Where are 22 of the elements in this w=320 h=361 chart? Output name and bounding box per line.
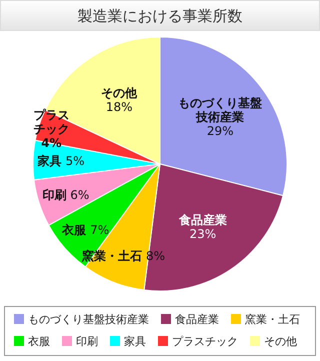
data-label: 29% (206, 124, 235, 138)
slice-label: 食品産業 (178, 213, 228, 228)
data-label: 5% (65, 154, 85, 168)
slice-label: 印刷 (42, 188, 66, 202)
data-label: 7% (90, 222, 110, 236)
legend-label: その他 (264, 335, 297, 348)
data-label: 23% (188, 227, 218, 242)
slice-label: その他 (100, 86, 138, 100)
legend-label: プラスチック (172, 335, 238, 348)
legend-label: ものづくり基盤技術産業 (28, 313, 149, 326)
legend-label: 家具 (124, 335, 146, 348)
legend-label: 窯業・土石 (245, 313, 300, 326)
chart-title: 製造業における事業所数 (78, 7, 242, 25)
legend-label: 印刷 (76, 335, 98, 348)
legend-label: 食品産業 (175, 313, 219, 326)
data-label: 18% (104, 100, 134, 114)
slice-label: ものづくり基盤技術産業 (178, 96, 263, 124)
data-label: 4% (40, 136, 62, 150)
legend-label: 衣服 (28, 335, 50, 348)
slice-label: 衣服 (62, 222, 86, 236)
slice-label: 家具 (37, 154, 62, 168)
data-label: 6% (70, 188, 90, 202)
